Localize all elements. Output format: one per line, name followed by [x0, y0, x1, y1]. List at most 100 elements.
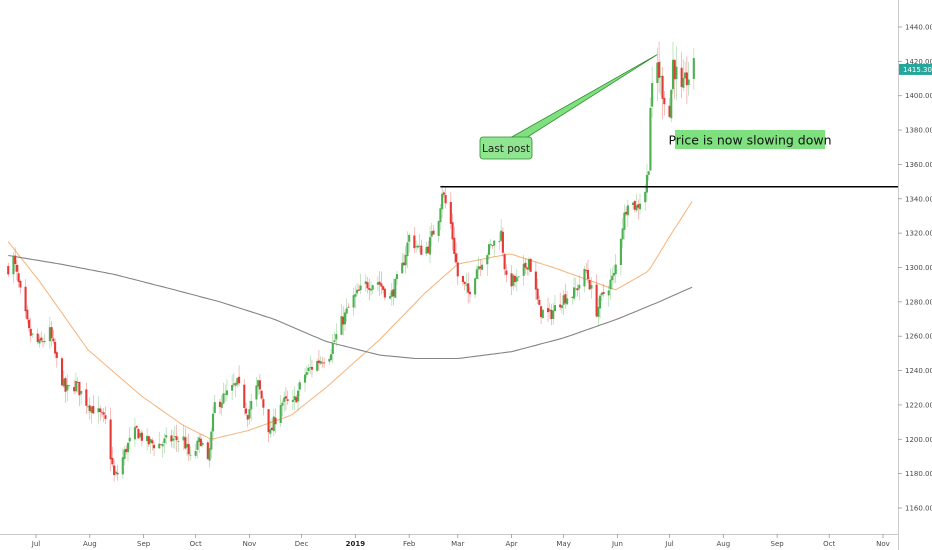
candle — [420, 239, 423, 255]
candle-body — [284, 396, 287, 399]
candle-body — [553, 305, 557, 312]
candle-body — [560, 305, 563, 309]
candle-body — [371, 285, 374, 290]
candle-body — [383, 288, 386, 298]
candle-body — [491, 245, 494, 247]
time-tick-label: Oct — [190, 540, 202, 548]
candle — [333, 332, 336, 344]
candle-body — [626, 205, 629, 216]
candle — [540, 305, 543, 324]
candle — [534, 261, 537, 300]
candle — [29, 317, 32, 343]
candle — [163, 433, 166, 454]
candle-body — [380, 283, 383, 287]
candle-body — [389, 296, 392, 299]
candle — [165, 427, 168, 445]
candle-body — [189, 454, 192, 456]
candle-body — [481, 264, 484, 270]
candle — [104, 406, 107, 424]
candle — [408, 233, 411, 253]
candle-body — [401, 262, 404, 274]
candle-body — [576, 288, 579, 291]
candle-body — [330, 354, 333, 360]
candle — [7, 262, 10, 277]
candle — [340, 304, 343, 336]
candle-body — [378, 281, 381, 285]
time-tick-label: Aug — [716, 540, 730, 548]
candle-body — [258, 380, 261, 390]
last-post-label: Last post — [482, 143, 530, 155]
candle — [123, 445, 126, 466]
candle — [92, 395, 95, 414]
slowing-down-annotation[interactable]: Price is now slowing down — [668, 130, 832, 149]
candle — [246, 414, 249, 428]
candle — [66, 374, 69, 402]
candle — [404, 245, 407, 274]
candle-body — [80, 391, 83, 394]
candle — [441, 185, 444, 219]
candle — [647, 170, 650, 181]
candle — [76, 377, 79, 393]
candle-body — [500, 230, 503, 241]
candle — [453, 226, 456, 263]
last-post-annotation[interactable]: Last post — [479, 54, 658, 160]
candle — [234, 381, 237, 398]
candle-body — [225, 390, 228, 396]
candle-body — [356, 289, 359, 294]
candle-body — [656, 62, 659, 83]
candle — [60, 356, 64, 387]
candle — [680, 51, 683, 99]
candle — [600, 291, 603, 302]
candle-body — [26, 309, 29, 320]
candle — [140, 429, 143, 447]
candle-body — [468, 291, 471, 295]
candle — [651, 66, 654, 118]
candle — [248, 400, 251, 425]
candle — [390, 282, 393, 306]
candle — [546, 297, 550, 322]
candle-body — [390, 290, 393, 297]
candle — [656, 47, 659, 101]
candle-body — [109, 419, 112, 460]
candle — [406, 231, 409, 269]
candle-body — [126, 442, 130, 453]
candle-body — [52, 338, 55, 342]
candle-body — [187, 444, 190, 455]
candle-body — [489, 244, 492, 245]
candle-body — [99, 408, 102, 413]
candle-body — [185, 443, 189, 448]
candle-body — [635, 205, 638, 211]
candle-body — [173, 436, 176, 438]
candle-body — [64, 378, 67, 392]
candle-body — [182, 436, 185, 441]
candle — [538, 295, 541, 306]
candle — [671, 41, 675, 94]
candle-body — [281, 402, 284, 406]
candle-body — [60, 358, 64, 386]
time-axis[interactable]: Jul Aug Sep Oct Nov Dec 2019 Feb Mar Apr May Jun Jul… — [31, 534, 890, 548]
candle-body — [477, 266, 480, 270]
candle — [454, 242, 458, 265]
candle — [218, 399, 222, 414]
candle — [257, 379, 260, 396]
candle — [590, 277, 593, 299]
candle-body — [29, 328, 32, 336]
time-tick-label: Jul — [664, 540, 674, 548]
price-tick-label: 1420.00 — [905, 58, 932, 66]
candle-body — [210, 431, 213, 450]
candle-body — [152, 444, 156, 449]
candle — [303, 368, 307, 392]
candle-body — [585, 270, 588, 272]
candle — [354, 285, 357, 309]
candle — [559, 292, 562, 310]
price-axis[interactable]: 1160.00 1180.00 1200.00 1220.00 1240.00 1260.… — [898, 24, 932, 513]
candle — [244, 402, 248, 417]
candle-body — [232, 383, 235, 385]
candle — [576, 284, 579, 297]
candle — [586, 259, 589, 284]
candle-body — [644, 191, 647, 203]
candle — [24, 279, 27, 319]
candle — [286, 390, 289, 405]
candle-body — [317, 360, 320, 364]
candle — [682, 59, 685, 92]
